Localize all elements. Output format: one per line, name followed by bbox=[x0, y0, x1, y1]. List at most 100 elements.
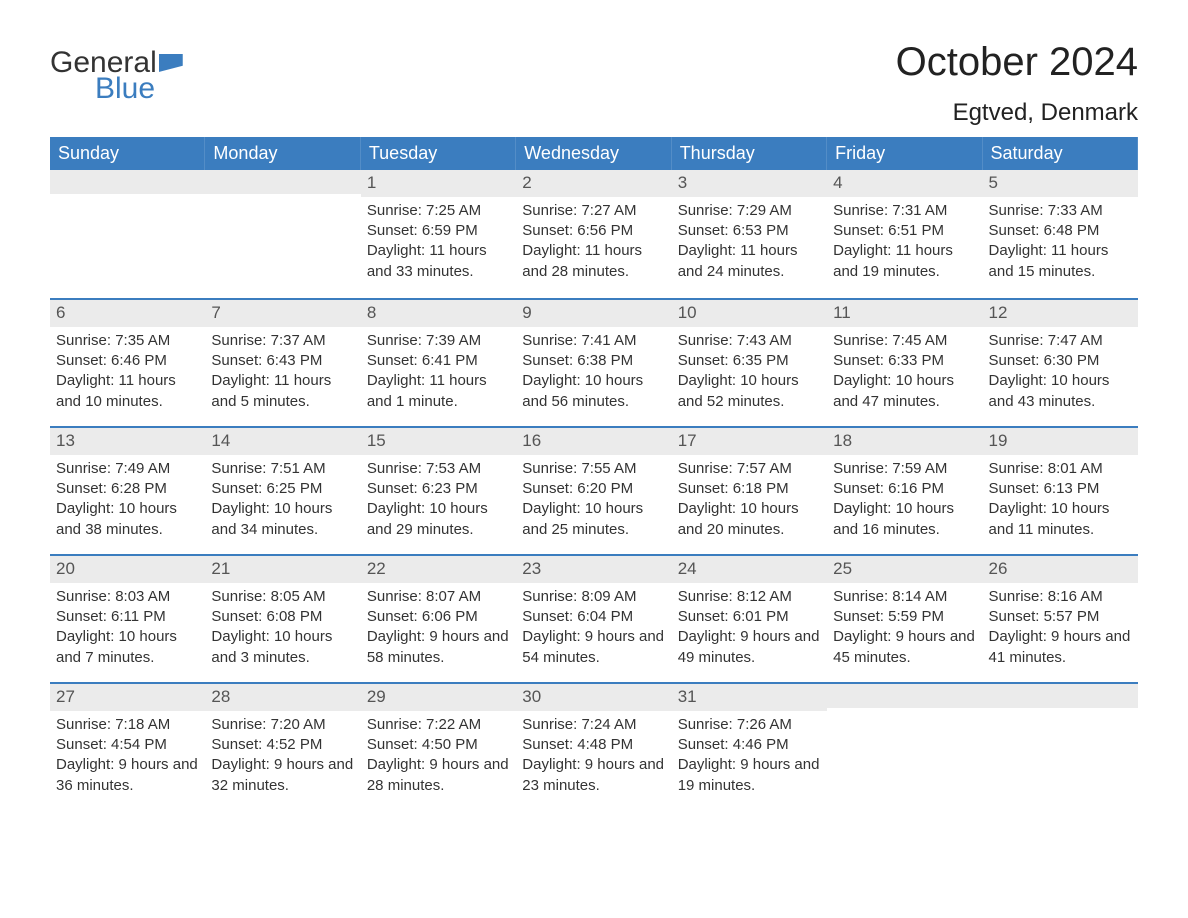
day-cell bbox=[50, 170, 205, 298]
daylight-text: Daylight: 10 hours and 43 minutes. bbox=[989, 371, 1132, 412]
day-cell: 15Sunrise: 7:53 AMSunset: 6:23 PMDayligh… bbox=[361, 428, 516, 554]
sunrise-text: Sunrise: 7:49 AM bbox=[56, 459, 199, 479]
day-cell: 25Sunrise: 8:14 AMSunset: 5:59 PMDayligh… bbox=[827, 556, 982, 682]
daylight-text: Daylight: 10 hours and 52 minutes. bbox=[678, 371, 821, 412]
logo-word2: Blue bbox=[95, 74, 183, 104]
sunrise-text: Sunrise: 7:55 AM bbox=[522, 459, 665, 479]
day-cell bbox=[827, 684, 982, 810]
week-row: 6Sunrise: 7:35 AMSunset: 6:46 PMDaylight… bbox=[50, 298, 1138, 426]
sunset-text: Sunset: 4:54 PM bbox=[56, 735, 199, 755]
location-label: Egtved, Denmark bbox=[896, 99, 1138, 127]
day-number: 27 bbox=[50, 684, 205, 711]
day-cell: 22Sunrise: 8:07 AMSunset: 6:06 PMDayligh… bbox=[361, 556, 516, 682]
daylight-text: Daylight: 10 hours and 56 minutes. bbox=[522, 371, 665, 412]
sunrise-text: Sunrise: 7:27 AM bbox=[522, 201, 665, 221]
sunrise-text: Sunrise: 7:33 AM bbox=[989, 201, 1132, 221]
sunset-text: Sunset: 6:43 PM bbox=[211, 351, 354, 371]
day-content: Sunrise: 8:03 AMSunset: 6:11 PMDaylight:… bbox=[50, 583, 205, 680]
calendar: Sunday Monday Tuesday Wednesday Thursday… bbox=[50, 137, 1138, 810]
sunrise-text: Sunrise: 7:31 AM bbox=[833, 201, 976, 221]
daylight-text: Daylight: 10 hours and 16 minutes. bbox=[833, 499, 976, 540]
sunrise-text: Sunrise: 7:29 AM bbox=[678, 201, 821, 221]
day-cell: 12Sunrise: 7:47 AMSunset: 6:30 PMDayligh… bbox=[983, 300, 1138, 426]
day-cell: 14Sunrise: 7:51 AMSunset: 6:25 PMDayligh… bbox=[205, 428, 360, 554]
day-cell: 2Sunrise: 7:27 AMSunset: 6:56 PMDaylight… bbox=[516, 170, 671, 298]
day-content: Sunrise: 8:16 AMSunset: 5:57 PMDaylight:… bbox=[983, 583, 1138, 680]
sunset-text: Sunset: 6:51 PM bbox=[833, 221, 976, 241]
day-number bbox=[827, 684, 982, 708]
day-number: 4 bbox=[827, 170, 982, 197]
sunset-text: Sunset: 6:18 PM bbox=[678, 479, 821, 499]
day-cell: 29Sunrise: 7:22 AMSunset: 4:50 PMDayligh… bbox=[361, 684, 516, 810]
day-header: Saturday bbox=[983, 137, 1138, 170]
day-header: Tuesday bbox=[361, 137, 516, 170]
day-cell: 9Sunrise: 7:41 AMSunset: 6:38 PMDaylight… bbox=[516, 300, 671, 426]
day-number: 26 bbox=[983, 556, 1138, 583]
day-number: 14 bbox=[205, 428, 360, 455]
day-content: Sunrise: 7:49 AMSunset: 6:28 PMDaylight:… bbox=[50, 455, 205, 552]
day-content bbox=[205, 194, 360, 210]
day-number bbox=[205, 170, 360, 194]
day-content: Sunrise: 7:18 AMSunset: 4:54 PMDaylight:… bbox=[50, 711, 205, 808]
day-cell: 16Sunrise: 7:55 AMSunset: 6:20 PMDayligh… bbox=[516, 428, 671, 554]
day-header: Thursday bbox=[672, 137, 827, 170]
day-content: Sunrise: 7:27 AMSunset: 6:56 PMDaylight:… bbox=[516, 197, 671, 294]
sunset-text: Sunset: 6:11 PM bbox=[56, 607, 199, 627]
daylight-text: Daylight: 9 hours and 19 minutes. bbox=[678, 755, 821, 796]
sunset-text: Sunset: 6:01 PM bbox=[678, 607, 821, 627]
day-cell: 4Sunrise: 7:31 AMSunset: 6:51 PMDaylight… bbox=[827, 170, 982, 298]
daylight-text: Daylight: 10 hours and 47 minutes. bbox=[833, 371, 976, 412]
day-content: Sunrise: 7:43 AMSunset: 6:35 PMDaylight:… bbox=[672, 327, 827, 424]
day-header: Sunday bbox=[50, 137, 205, 170]
week-row: 1Sunrise: 7:25 AMSunset: 6:59 PMDaylight… bbox=[50, 170, 1138, 298]
sunrise-text: Sunrise: 7:37 AM bbox=[211, 331, 354, 351]
day-cell: 20Sunrise: 8:03 AMSunset: 6:11 PMDayligh… bbox=[50, 556, 205, 682]
day-number: 29 bbox=[361, 684, 516, 711]
day-number: 1 bbox=[361, 170, 516, 197]
day-number: 16 bbox=[516, 428, 671, 455]
day-content: Sunrise: 7:33 AMSunset: 6:48 PMDaylight:… bbox=[983, 197, 1138, 294]
day-content: Sunrise: 7:31 AMSunset: 6:51 PMDaylight:… bbox=[827, 197, 982, 294]
day-number: 12 bbox=[983, 300, 1138, 327]
sunrise-text: Sunrise: 7:47 AM bbox=[989, 331, 1132, 351]
daylight-text: Daylight: 10 hours and 25 minutes. bbox=[522, 499, 665, 540]
day-content: Sunrise: 8:14 AMSunset: 5:59 PMDaylight:… bbox=[827, 583, 982, 680]
day-cell: 3Sunrise: 7:29 AMSunset: 6:53 PMDaylight… bbox=[672, 170, 827, 298]
day-number: 6 bbox=[50, 300, 205, 327]
sunset-text: Sunset: 6:41 PM bbox=[367, 351, 510, 371]
week-row: 13Sunrise: 7:49 AMSunset: 6:28 PMDayligh… bbox=[50, 426, 1138, 554]
day-number: 15 bbox=[361, 428, 516, 455]
sunset-text: Sunset: 4:50 PM bbox=[367, 735, 510, 755]
sunrise-text: Sunrise: 7:39 AM bbox=[367, 331, 510, 351]
day-content: Sunrise: 7:45 AMSunset: 6:33 PMDaylight:… bbox=[827, 327, 982, 424]
sunset-text: Sunset: 6:56 PM bbox=[522, 221, 665, 241]
day-number: 25 bbox=[827, 556, 982, 583]
day-cell: 8Sunrise: 7:39 AMSunset: 6:41 PMDaylight… bbox=[361, 300, 516, 426]
day-number: 20 bbox=[50, 556, 205, 583]
daylight-text: Daylight: 11 hours and 24 minutes. bbox=[678, 241, 821, 282]
day-cell: 6Sunrise: 7:35 AMSunset: 6:46 PMDaylight… bbox=[50, 300, 205, 426]
daylight-text: Daylight: 10 hours and 20 minutes. bbox=[678, 499, 821, 540]
day-number: 23 bbox=[516, 556, 671, 583]
sunrise-text: Sunrise: 7:41 AM bbox=[522, 331, 665, 351]
day-content: Sunrise: 8:07 AMSunset: 6:06 PMDaylight:… bbox=[361, 583, 516, 680]
sunrise-text: Sunrise: 7:51 AM bbox=[211, 459, 354, 479]
day-content: Sunrise: 7:57 AMSunset: 6:18 PMDaylight:… bbox=[672, 455, 827, 552]
day-number: 18 bbox=[827, 428, 982, 455]
sunset-text: Sunset: 6:13 PM bbox=[989, 479, 1132, 499]
day-number: 24 bbox=[672, 556, 827, 583]
logo-flag-icon bbox=[159, 54, 183, 72]
day-content: Sunrise: 7:37 AMSunset: 6:43 PMDaylight:… bbox=[205, 327, 360, 424]
sunrise-text: Sunrise: 7:26 AM bbox=[678, 715, 821, 735]
daylight-text: Daylight: 10 hours and 11 minutes. bbox=[989, 499, 1132, 540]
week-row: 27Sunrise: 7:18 AMSunset: 4:54 PMDayligh… bbox=[50, 682, 1138, 810]
day-number bbox=[50, 170, 205, 194]
day-content: Sunrise: 7:24 AMSunset: 4:48 PMDaylight:… bbox=[516, 711, 671, 808]
daylight-text: Daylight: 9 hours and 23 minutes. bbox=[522, 755, 665, 796]
day-number bbox=[983, 684, 1138, 708]
day-content: Sunrise: 7:55 AMSunset: 6:20 PMDaylight:… bbox=[516, 455, 671, 552]
day-cell: 21Sunrise: 8:05 AMSunset: 6:08 PMDayligh… bbox=[205, 556, 360, 682]
day-cell: 13Sunrise: 7:49 AMSunset: 6:28 PMDayligh… bbox=[50, 428, 205, 554]
day-number: 30 bbox=[516, 684, 671, 711]
day-cell: 11Sunrise: 7:45 AMSunset: 6:33 PMDayligh… bbox=[827, 300, 982, 426]
